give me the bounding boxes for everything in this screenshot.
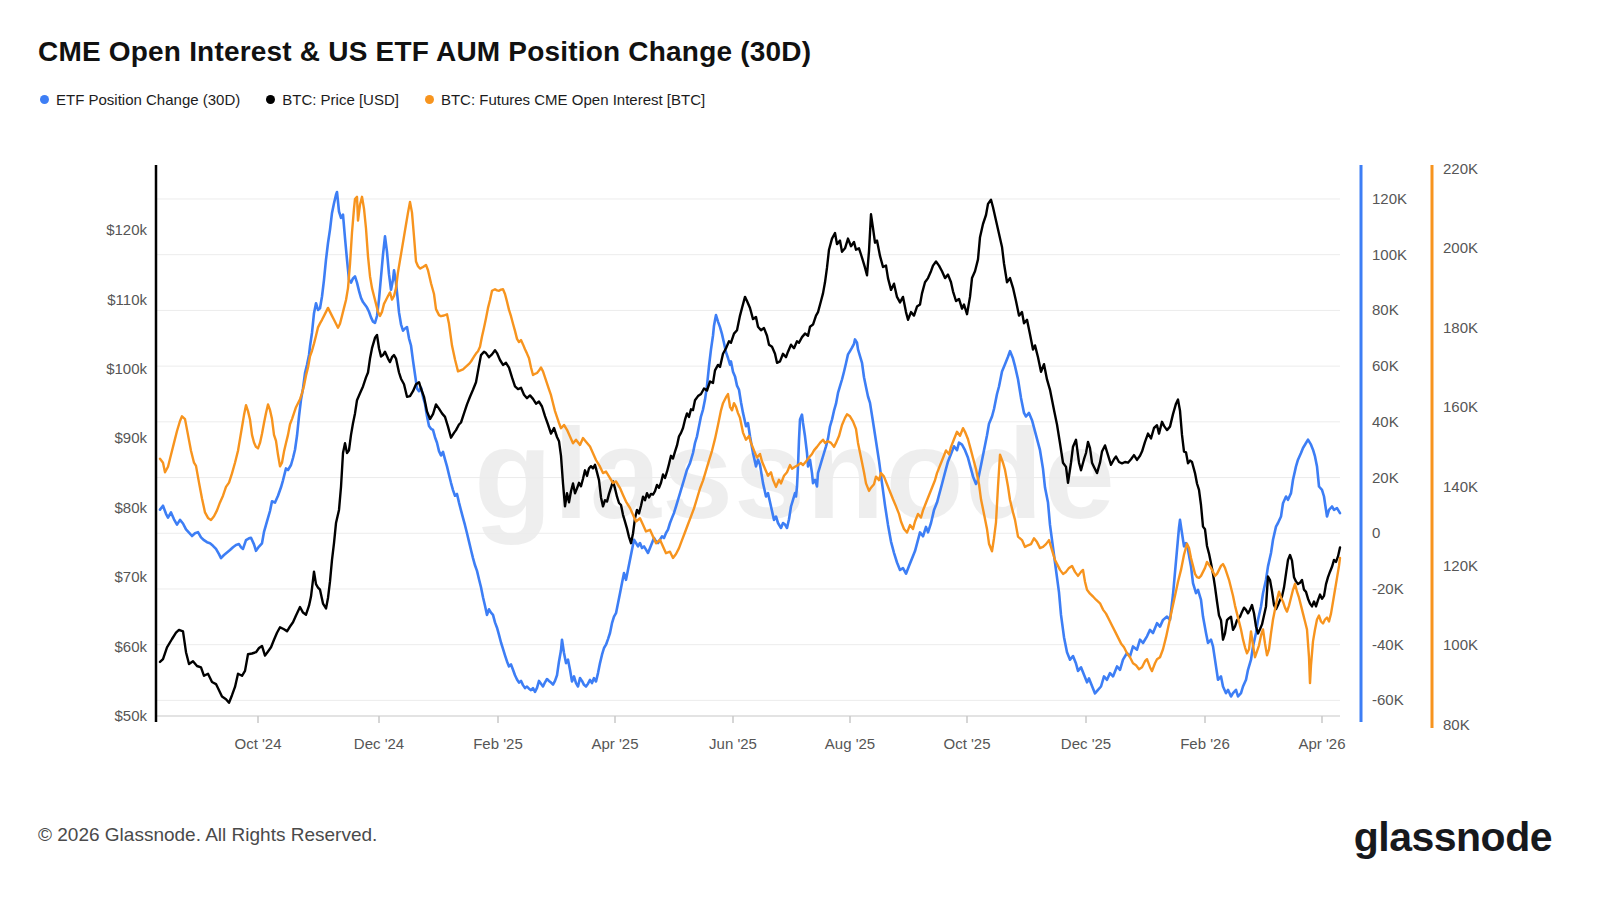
oi-axis-label: 200K xyxy=(1443,239,1478,256)
chart-canvas: glassnode $120k $110k $100k $90k $80k $70k $60k… xyxy=(0,0,1600,900)
price-axis-label: $80k xyxy=(114,499,147,516)
etf-axis-label: 20K xyxy=(1372,469,1399,486)
price-axis-label: $110k xyxy=(107,291,147,308)
oi-axis-label: 120K xyxy=(1443,557,1478,574)
etf-axis-label: 40K xyxy=(1372,413,1399,430)
x-axis-label: Feb '26 xyxy=(1180,735,1230,752)
copyright-text: © 2026 Glassnode. All Rights Reserved. xyxy=(38,824,377,846)
watermark: glassnode xyxy=(474,402,1116,545)
etf-axis-label: 120K xyxy=(1372,190,1407,207)
etf-axis-label: -60K xyxy=(1372,691,1404,708)
glassnode-logo: glassnode xyxy=(1354,814,1552,861)
price-axis-label: $70k xyxy=(114,568,147,585)
etf-axis-label: 100K xyxy=(1372,246,1407,263)
x-axis-label: Dec '25 xyxy=(1061,735,1111,752)
x-axis-label: Jun '25 xyxy=(709,735,757,752)
etf-axis-label: -20K xyxy=(1372,580,1404,597)
price-axis-label: $60k xyxy=(114,638,147,655)
glassnode-chart-page: CME Open Interest & US ETF AUM Position … xyxy=(0,0,1600,900)
oi-axis-label: 160K xyxy=(1443,398,1478,415)
price-axis-label: $50k xyxy=(114,707,147,724)
oi-axis-label: 220K xyxy=(1443,160,1478,177)
oi-axis-label: 80K xyxy=(1443,716,1470,733)
x-axis-label: Feb '25 xyxy=(473,735,523,752)
etf-axis-label: 60K xyxy=(1372,357,1399,374)
etf-axis-label: -40K xyxy=(1372,636,1404,653)
oi-axis-label: 140K xyxy=(1443,478,1478,495)
series-line-2 xyxy=(160,197,1340,683)
x-axis-label: Apr '25 xyxy=(591,735,638,752)
etf-axis-label: 0 xyxy=(1372,524,1380,541)
oi-axis-label: 100K xyxy=(1443,636,1478,653)
price-axis-label: $100k xyxy=(106,360,147,377)
x-axis-label: Oct '24 xyxy=(234,735,281,752)
x-axis-label: Oct '25 xyxy=(943,735,990,752)
price-axis-label: $90k xyxy=(114,429,147,446)
x-axis-label: Dec '24 xyxy=(354,735,404,752)
price-axis-label: $120k xyxy=(106,221,147,238)
etf-axis-label: 80K xyxy=(1372,301,1399,318)
oi-axis-label: 180K xyxy=(1443,319,1478,336)
x-axis-label: Apr '26 xyxy=(1298,735,1345,752)
x-axis-label: Aug '25 xyxy=(825,735,875,752)
